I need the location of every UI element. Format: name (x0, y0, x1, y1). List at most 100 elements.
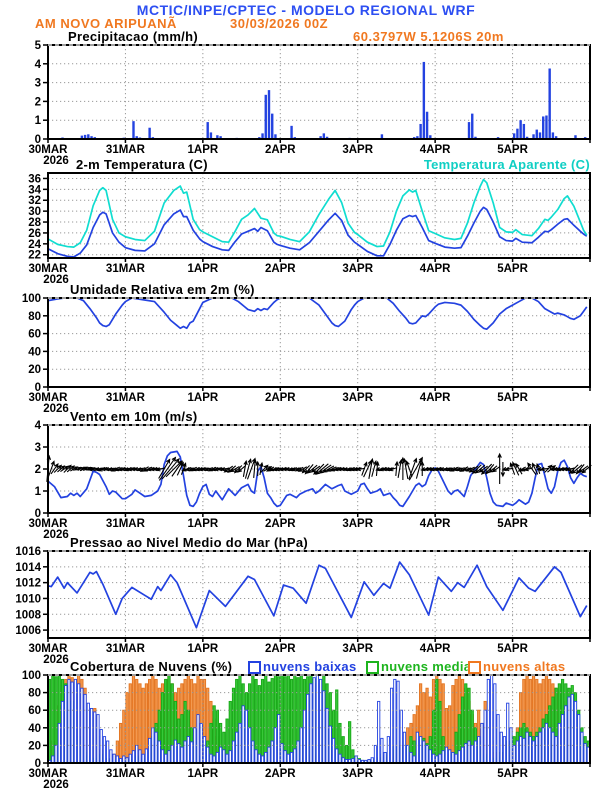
y-tick-label: 0 (35, 134, 41, 146)
y-tick-label: 0 (35, 758, 41, 770)
x-tick-label: 31MAR (106, 144, 146, 156)
y-tick-label: 1010 (15, 593, 41, 605)
series-panel-3 (46, 450, 592, 508)
y-tick-label: 32 (28, 195, 41, 207)
x-tick-label: 30MAR (29, 768, 69, 780)
x-axis-year-label: 2026 (43, 155, 69, 167)
x-tick-label: 1APR (188, 392, 219, 404)
y-tick-label: 100 (22, 293, 41, 305)
x-tick-label: 3APR (342, 768, 373, 780)
x-tick-label: 31MAR (106, 643, 146, 655)
x-axis-year-label: 2026 (43, 274, 69, 286)
x-tick-label: 30MAR (29, 643, 69, 655)
x-tick-label: 4APR (420, 643, 451, 655)
panel-title-precipitation: Precipitacao (mm/h) (68, 29, 198, 44)
x-axis-year-label: 2026 (43, 654, 69, 666)
legend-swatch-mid-clouds (366, 661, 379, 674)
x-tick-label: 2APR (265, 392, 296, 404)
x-tick-label: 3APR (342, 643, 373, 655)
y-tick-label: 3 (35, 442, 41, 454)
x-tick-label: 4APR (420, 518, 451, 530)
y-tick-label: 36 (28, 173, 41, 185)
x-tick-label: 31MAR (106, 392, 146, 404)
x-axis-year-label: 2026 (43, 529, 69, 541)
run-datetime-label: 30/03/2026 00Z (230, 16, 329, 31)
x-tick-label: 5APR (497, 518, 528, 530)
y-tick-label: 2 (35, 464, 41, 476)
x-tick-label: 2APR (265, 643, 296, 655)
legend-swatch-low-clouds (248, 661, 261, 674)
y-tick-label: 0 (35, 508, 41, 520)
x-tick-label: 1APR (188, 643, 219, 655)
x-tick-label: 30MAR (29, 263, 69, 275)
panel-title-wind: Vento em 10m (m/s) (70, 409, 198, 424)
gridlines-panel-4 (48, 551, 590, 638)
y-tick-label: 1 (35, 486, 42, 498)
y-tick-label: 80 (28, 311, 41, 323)
series-panel-0 (54, 61, 587, 139)
y-tick-label: 30 (28, 206, 41, 218)
gridlines-panel-2 (48, 298, 590, 387)
x-tick-label: 30MAR (29, 144, 69, 156)
page-title: MCTIC/INPE/CPTEC - MODELO REGIONAL WRF (136, 2, 476, 18)
legend-swatch-high-clouds (468, 661, 481, 674)
x-tick-label: 4APR (420, 144, 451, 156)
series-panel-2 (47, 297, 588, 330)
x-tick-label: 5APR (497, 768, 528, 780)
y-tick-label: 5 (35, 40, 42, 52)
x-axis-year-label: 2026 (43, 779, 69, 791)
x-tick-label: 3APR (342, 518, 373, 530)
x-tick-label: 2APR (265, 768, 296, 780)
x-tick-label: 4APR (420, 263, 451, 275)
y-tick-label: 1014 (15, 562, 41, 574)
y-tick-label: 3 (35, 78, 41, 90)
x-tick-label: 3APR (342, 263, 373, 275)
y-tick-label: 4 (35, 59, 42, 71)
station-label: AM NOVO ARIPUANÃ (35, 16, 177, 31)
y-tick-label: 4 (35, 420, 42, 432)
x-tick-label: 1APR (188, 518, 219, 530)
x-tick-label: 31MAR (106, 263, 146, 275)
x-tick-label: 4APR (420, 392, 451, 404)
y-tick-label: 26 (28, 228, 41, 240)
y-tick-label: 1006 (15, 625, 41, 637)
x-tick-label: 31MAR (106, 518, 146, 530)
y-tick-label: 80 (28, 688, 41, 700)
series-panel-4 (47, 561, 588, 629)
y-tick-label: 40 (28, 346, 41, 358)
y-tick-label: 24 (28, 239, 41, 251)
panel-title-cloud-cover: Cobertura de Nuvens (%) (70, 659, 233, 674)
y-tick-label: 60 (28, 705, 41, 717)
x-tick-label: 31MAR (106, 768, 146, 780)
y-tick-label: 40 (28, 723, 41, 735)
series-panel-1 (47, 178, 588, 258)
legend-label-mid-clouds: nuvens medias (381, 659, 479, 674)
x-tick-label: 5APR (497, 144, 528, 156)
x-tick-label: 1APR (188, 263, 219, 275)
x-tick-label: 2APR (265, 263, 296, 275)
x-tick-label: 3APR (342, 144, 373, 156)
y-tick-label: 60 (28, 329, 41, 341)
y-tick-label: 1016 (15, 546, 41, 558)
x-tick-label: 1APR (188, 144, 219, 156)
y-tick-label: 0 (35, 382, 41, 394)
panel-title-humidity: Umidade Relativa em 2m (%) (70, 282, 255, 297)
x-tick-label: 2APR (265, 144, 296, 156)
x-tick-label: 4APR (420, 768, 451, 780)
x-tick-label: 5APR (497, 392, 528, 404)
x-tick-label: 3APR (342, 392, 373, 404)
x-tick-label: 1APR (188, 768, 219, 780)
y-tick-label: 2 (35, 96, 41, 108)
y-tick-label: 28 (28, 217, 41, 229)
y-tick-label: 34 (28, 184, 41, 196)
panel-title-temperature: 2-m Temperatura (C) (76, 157, 208, 172)
coords-label: 60.3797W 5.1206S 20m (353, 29, 504, 44)
series-panel-5 (48, 674, 590, 764)
gridlines-top-panel-5 (48, 675, 590, 763)
panel-title-apparent-temperature: Temperatura Aparente (C) (423, 157, 590, 172)
